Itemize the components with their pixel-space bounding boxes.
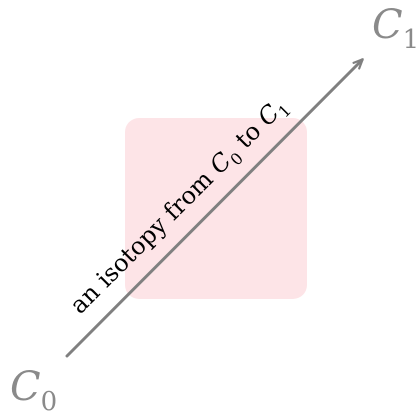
start-node-letter: C xyxy=(10,364,41,410)
end-node-label: C1 xyxy=(372,2,419,55)
end-node-subscript: 1 xyxy=(403,25,420,55)
end-node-letter: C xyxy=(372,2,403,48)
isotopy-arrow xyxy=(65,60,362,358)
start-node-label: C0 xyxy=(10,364,57,417)
start-node-subscript: 0 xyxy=(41,387,58,417)
